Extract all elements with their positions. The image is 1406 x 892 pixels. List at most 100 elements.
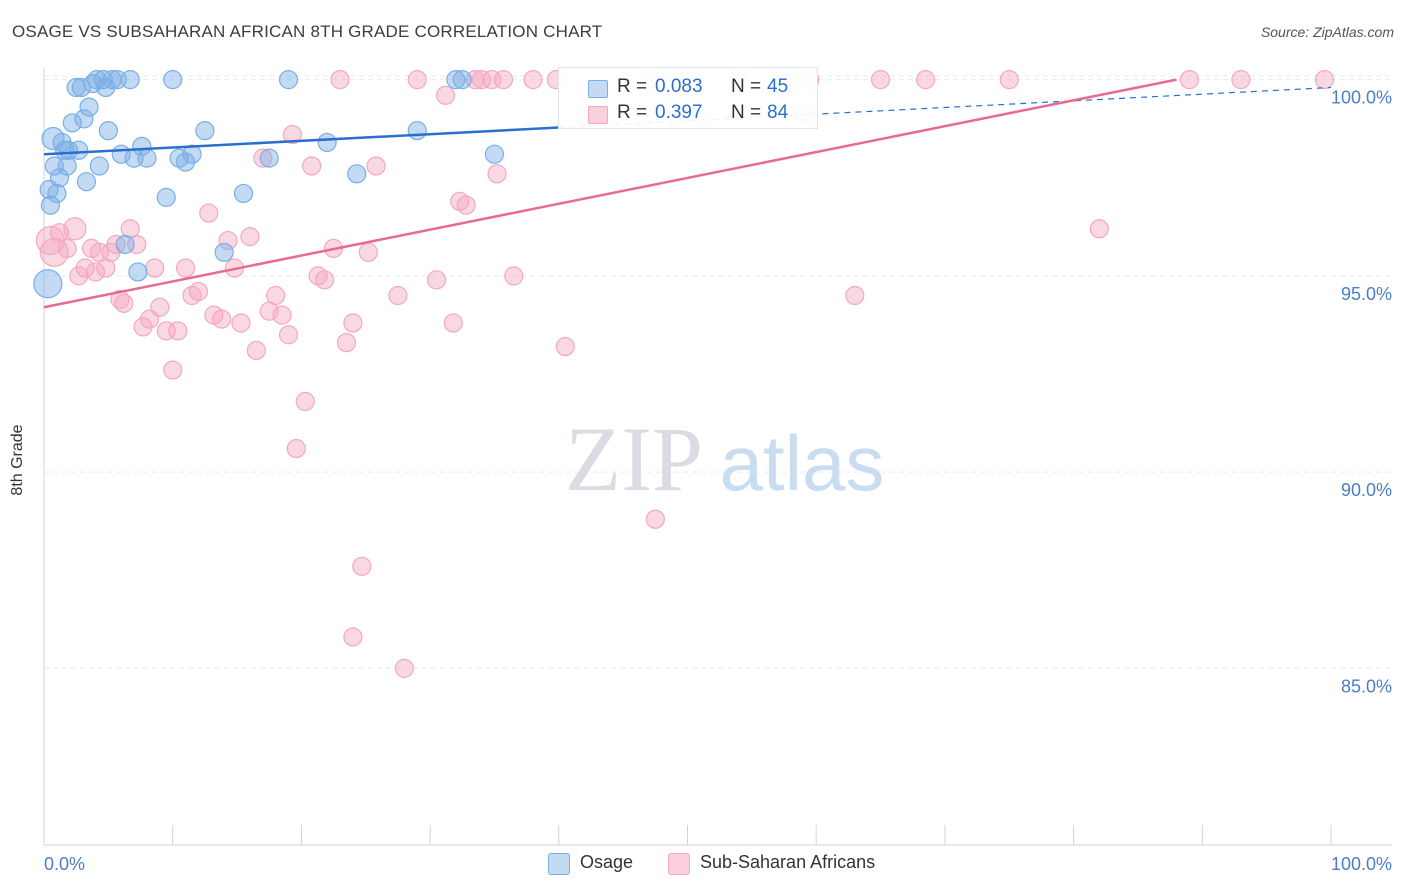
legend-n-label: N = (731, 76, 762, 97)
osage-point (71, 77, 91, 98)
osage-point (62, 113, 82, 133)
legend-r-label: R = (617, 76, 648, 97)
y-tick-label: 100.0% (1331, 88, 1392, 108)
osage-point (195, 121, 215, 141)
subsaharan-point (133, 317, 153, 337)
osage-point (132, 136, 152, 156)
subsaharan-point (63, 217, 87, 241)
legend-r-label: R = (617, 102, 648, 123)
osage-point (317, 132, 337, 153)
osage-point (278, 70, 299, 90)
osage-point (446, 70, 466, 90)
subsaharan-point (504, 266, 524, 286)
subsaharan-point (388, 285, 408, 306)
legend-n-value: 84 (767, 102, 789, 123)
subsaharan-swatch (588, 106, 608, 124)
osage-point (407, 121, 427, 141)
osage-point (58, 140, 79, 160)
subsaharan-point (75, 258, 95, 278)
gridlines (44, 75, 1392, 669)
osage-point (33, 269, 63, 299)
subsaharan-point (39, 237, 69, 267)
subsaharan-point (278, 325, 299, 345)
subsaharan-point (366, 156, 386, 176)
osage-point (76, 172, 97, 192)
osage-point (52, 132, 72, 153)
subsaharan-point (302, 156, 322, 176)
subsaharan-point (188, 281, 209, 302)
subsaharan-points (35, 70, 1335, 678)
subsaharan-point (231, 313, 251, 333)
subsaharan-point (156, 321, 176, 341)
subsaharan-point (246, 340, 266, 361)
subsaharan-point (282, 124, 302, 145)
subsaharan-point (1231, 70, 1251, 90)
osage-point (96, 77, 116, 98)
subsaharan-point (845, 285, 865, 306)
subsaharan-point (523, 70, 543, 90)
subsaharan-point (394, 658, 414, 678)
subsaharan-point (145, 258, 165, 278)
osage-point (49, 168, 70, 188)
subsaharan-point (1314, 70, 1335, 90)
osage-point (98, 121, 118, 141)
legend-row-osage: R = 0.083 N = 45 (559, 76, 817, 100)
subsaharan-point (114, 293, 134, 313)
subsaharan-point (150, 297, 170, 317)
subsaharan-point (358, 242, 378, 262)
osage-point (40, 195, 61, 215)
legend-r-value: 0.083 (655, 76, 703, 97)
subsaharan-point (336, 333, 357, 353)
osage-point (484, 144, 505, 164)
correlation-legend: R = 0.083 N = 45 R = 0.397 N = 84 (558, 67, 818, 129)
subsaharan-point (426, 270, 447, 290)
osage-swatch (588, 80, 608, 98)
osage-point (233, 183, 254, 204)
osage-point (259, 148, 279, 168)
osage-point (57, 156, 77, 176)
subsaharan-point (163, 360, 183, 380)
osage-point (89, 156, 109, 176)
x-tick-label: 0.0% (44, 854, 85, 874)
subsaharan-point (199, 203, 219, 223)
osage-point (182, 144, 202, 164)
x-tick-label: 100.0% (1331, 854, 1392, 874)
osage-point (115, 234, 135, 255)
subsaharan-point (343, 627, 363, 647)
subsaharan-point (295, 391, 315, 412)
osage-point (79, 97, 99, 117)
legend-row-subsaharan: R = 0.397 N = 84 (559, 102, 817, 126)
subsaharan-point (352, 556, 372, 576)
subsaharan-point (493, 70, 514, 90)
subsaharan-trend-line (43, 78, 1177, 309)
subsaharan-point (471, 70, 492, 90)
subsaharan-point (443, 313, 463, 333)
subsaharan-point (240, 227, 260, 247)
subsaharan-point (266, 285, 286, 306)
bottom-legend-osage-label: Osage (580, 852, 634, 872)
osage-points (33, 70, 505, 299)
osage-point (47, 183, 67, 204)
watermark: ZIP atlas (565, 408, 884, 510)
subsaharan-point (456, 195, 476, 215)
subsaharan-point (999, 70, 1019, 90)
source-label: Source: ZipAtlas.com (1260, 24, 1394, 40)
osage-point (347, 164, 367, 184)
subsaharan-point (57, 238, 77, 258)
y-tick-label: 95.0% (1341, 284, 1392, 304)
subsaharan-point (85, 262, 106, 282)
bottom-legend-subsaharan-label: Sub-Saharan Africans (700, 852, 876, 872)
subsaharan-point (555, 336, 575, 357)
tick-labels: 100.0% 95.0% 90.0% 85.0% 0.0% 100.0% (44, 88, 1392, 874)
subsaharan-point (487, 164, 507, 184)
subsaharan-point (645, 509, 665, 529)
osage-point (175, 152, 196, 172)
subsaharan-point (253, 148, 273, 168)
subsaharan-point (915, 70, 936, 90)
osage-point (137, 148, 157, 168)
subsaharan-point (314, 270, 335, 290)
chart-title: OSAGE VS SUBSAHARAN AFRICAN 8TH GRADE CO… (12, 22, 603, 41)
trend-lines (43, 78, 1332, 309)
osage-point (74, 109, 94, 129)
subsaharan-point (212, 309, 232, 329)
